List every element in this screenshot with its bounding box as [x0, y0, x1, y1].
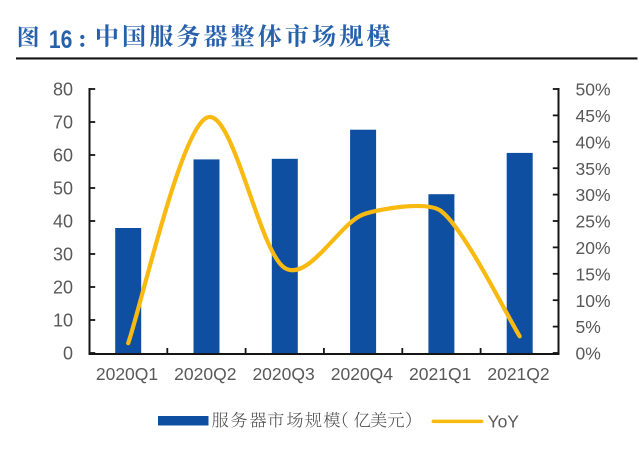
svg-text:20: 20	[53, 278, 73, 298]
svg-text:40%: 40%	[576, 132, 611, 152]
svg-text:10%: 10%	[576, 291, 611, 311]
svg-text:5%: 5%	[576, 317, 601, 337]
svg-text:0: 0	[63, 344, 73, 364]
svg-text:16: 16	[49, 26, 72, 54]
svg-text:15%: 15%	[576, 264, 611, 284]
svg-text:10: 10	[53, 311, 73, 331]
svg-text:20%: 20%	[576, 238, 611, 258]
svg-text:25%: 25%	[576, 212, 611, 232]
svg-text:30%: 30%	[576, 185, 611, 205]
svg-text:2020Q3: 2020Q3	[252, 364, 314, 384]
svg-text:YoY: YoY	[488, 411, 520, 431]
svg-text:40: 40	[53, 212, 73, 232]
svg-text:50: 50	[53, 179, 73, 199]
svg-text:2021Q2: 2021Q2	[487, 364, 549, 384]
svg-text:50%: 50%	[576, 80, 611, 100]
svg-text:2021Q1: 2021Q1	[409, 364, 471, 384]
svg-text:60: 60	[53, 146, 73, 166]
svg-text:45%: 45%	[576, 106, 611, 126]
svg-text:30: 30	[53, 245, 73, 265]
svg-text:35%: 35%	[576, 159, 611, 179]
svg-text:80: 80	[53, 80, 73, 100]
svg-text:2020Q1: 2020Q1	[96, 364, 158, 384]
svg-text:0%: 0%	[576, 344, 601, 364]
svg-text:2020Q4: 2020Q4	[331, 364, 394, 384]
svg-text:70: 70	[53, 113, 73, 133]
svg-text:2020Q2: 2020Q2	[174, 364, 236, 384]
